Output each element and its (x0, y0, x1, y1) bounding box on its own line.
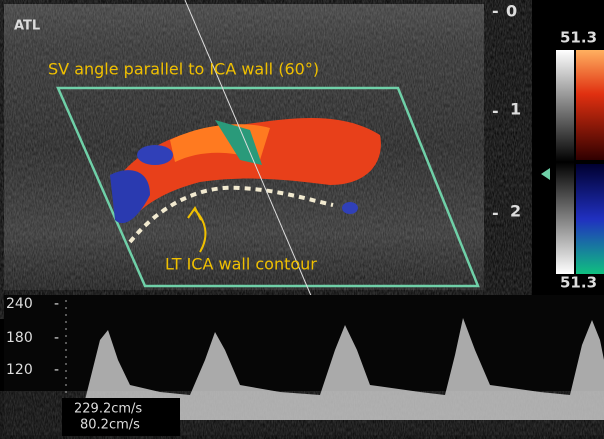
page: ATL SV angle parallel to ICA wall (60°) … (0, 0, 604, 439)
flow-blue (137, 145, 173, 165)
red-scale (576, 50, 604, 160)
velocity-label: 240 (6, 296, 33, 312)
velocity-label: 120 (6, 362, 33, 378)
depth-tick: - (492, 204, 499, 223)
depth-tick: - (492, 2, 499, 21)
velocity-tick: - (54, 330, 59, 346)
readout: 80.2cm/s (80, 418, 140, 433)
color-bar-min: 51.3 (560, 274, 597, 292)
logo: ATL (14, 19, 40, 34)
spectral-doppler: 240 180 120 - - - 229.2cm/s 80.2cm/s (4, 295, 604, 436)
gray-scale (556, 50, 574, 274)
depth-tick: - (492, 102, 499, 121)
ultrasound-screen: ATL SV angle parallel to ICA wall (60°) … (0, 0, 604, 439)
annotation: LT ICA wall contour (165, 255, 317, 274)
depth-label: 1 (510, 100, 521, 119)
velocity-tick: - (54, 296, 59, 312)
flow-blue (342, 202, 358, 214)
blue-scale (576, 164, 604, 274)
annotation: SV angle parallel to ICA wall (60°) (48, 60, 319, 79)
color-bar-max: 51.3 (560, 29, 597, 47)
velocity-label: 180 (6, 330, 33, 346)
readout: 229.2cm/s (74, 402, 142, 417)
depth-label: 2 (510, 202, 521, 221)
depth-label: 0 (506, 2, 517, 21)
velocity-tick: - (54, 362, 59, 378)
